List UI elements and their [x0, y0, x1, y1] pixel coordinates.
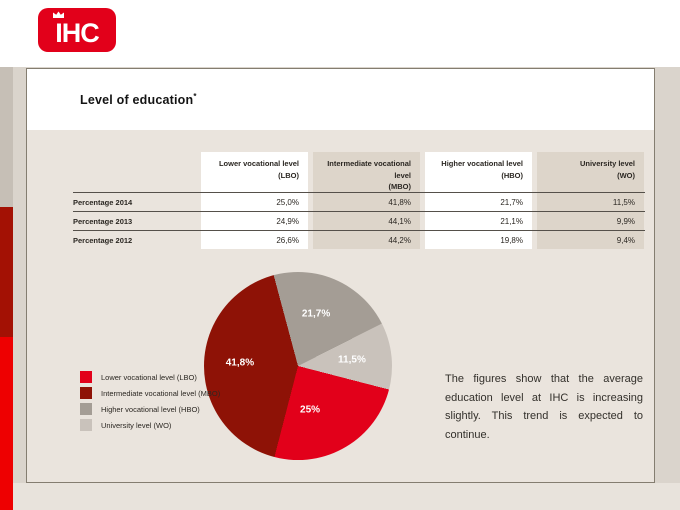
cell-2013-wo: 9,9%: [537, 212, 644, 230]
accent-strip-gray: [0, 67, 13, 207]
row-label: Percentage 2012: [73, 235, 133, 245]
page-title-text: Level of education: [80, 93, 194, 108]
cell-2012-hbo: 19,8%: [425, 231, 532, 249]
column-header-lbo: Lower vocational level (LBO): [201, 152, 308, 192]
column-header-wo: University level (WO): [537, 152, 644, 192]
column-header-abbr: (WO): [617, 170, 635, 180]
accent-strip-red: [0, 337, 13, 510]
cell-2014-mbo: 41,8%: [313, 193, 420, 211]
legend-label: University level (WO): [101, 420, 172, 430]
table-header-row: Lower vocational level (LBO) Intermediat…: [73, 152, 645, 192]
legend-swatch-wo: [80, 419, 92, 431]
logo-background: [38, 8, 116, 52]
slide-bottom-margin: [13, 483, 680, 510]
education-table: Lower vocational level (LBO) Intermediat…: [73, 152, 645, 249]
cell-2014-lbo: 25,0%: [201, 193, 308, 211]
cell-2012-mbo: 44,2%: [313, 231, 420, 249]
legend-item-mbo: Intermediate vocational level (MBO): [80, 387, 220, 399]
column-header-label: University level: [579, 159, 635, 168]
chart-legend: Lower vocational level (LBO) Intermediat…: [80, 371, 220, 435]
column-header-label: Higher vocational level: [441, 159, 523, 168]
table-row-2014: Percentage 2014 25,0% 41,8% 21,7% 11,5%: [73, 192, 645, 211]
column-header-hbo: Higher vocational level (HBO): [425, 152, 532, 192]
column-header-abbr: (HBO): [501, 170, 523, 180]
page-title: Level of education*: [80, 92, 197, 107]
title-band: [27, 69, 654, 130]
cell-2012-lbo: 26,6%: [201, 231, 308, 249]
legend-swatch-mbo: [80, 387, 92, 399]
pie-chart: [204, 272, 392, 460]
column-header-mbo: Intermediate vocational level (MBO): [313, 152, 420, 192]
row-label: Percentage 2013: [73, 216, 133, 226]
cell-2013-lbo: 24,9%: [201, 212, 308, 230]
cell-2014-wo: 11,5%: [537, 193, 644, 211]
column-header-abbr: (LBO): [278, 170, 299, 180]
commentary-text: The figures show that the average educat…: [445, 373, 643, 441]
column-header-label: Lower vocational level: [218, 159, 299, 168]
pie-label-mbo: 41,8%: [225, 357, 255, 369]
ihc-logo-icon: IHC: [38, 8, 116, 52]
table-row-2013: Percentage 2013 24,9% 44,1% 21,1% 9,9%: [73, 211, 645, 230]
table-corner-cell: [73, 152, 196, 192]
column-header-label: Intermediate vocational level: [327, 159, 411, 180]
footnote-mark: *: [193, 92, 197, 101]
legend-label: Higher vocational level (HBO): [101, 404, 200, 414]
pie-chart-container: 21,7% 11,5% 25% 41,8%: [204, 272, 392, 460]
logo-text: IHC: [55, 18, 99, 48]
column-header-abbr: (MBO): [388, 182, 412, 192]
cell-2012-wo: 9,4%: [537, 231, 644, 249]
pie-label-hbo: 21,7%: [301, 308, 331, 320]
legend-item-lbo: Lower vocational level (LBO): [80, 371, 220, 383]
legend-item-wo: University level (WO): [80, 419, 220, 431]
table-row-2012: Percentage 2012 26,6% 44,2% 19,8% 9,4%: [73, 230, 645, 249]
legend-swatch-hbo: [80, 403, 92, 415]
crown-icon: [53, 11, 64, 18]
legend-label: Intermediate vocational level (MBO): [101, 388, 221, 398]
row-label: Percentage 2014: [73, 197, 133, 207]
pie-label-wo: 11,5%: [338, 354, 366, 366]
legend-label: Lower vocational level (LBO): [101, 372, 197, 382]
legend-swatch-lbo: [80, 371, 92, 383]
cell-2014-hbo: 21,7%: [425, 193, 532, 211]
cell-2013-hbo: 21,1%: [425, 212, 532, 230]
top-band: IHC: [0, 0, 680, 67]
cell-2013-mbo: 44,1%: [313, 212, 420, 230]
accent-strip-darkred: [0, 207, 13, 337]
legend-item-hbo: Higher vocational level (HBO): [80, 403, 220, 415]
pie-label-lbo: 25%: [300, 404, 321, 416]
